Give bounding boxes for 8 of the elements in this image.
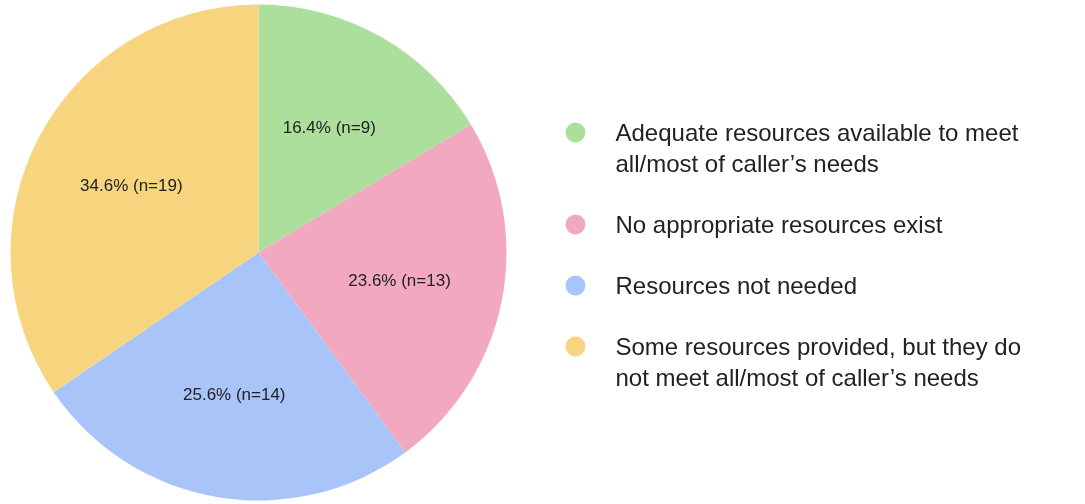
legend-label: Resources not needed bbox=[615, 272, 857, 299]
data-label: 34.6% (n=19) bbox=[80, 175, 183, 195]
legend-label: Adequate resources available to meet all/most of caller’s needs bbox=[615, 119, 1019, 177]
data-label: 16.4% (n=9) bbox=[282, 117, 376, 137]
data-label: 25.6% (n=14) bbox=[182, 384, 286, 404]
legend-label: Some resources provided, but they do not meet all/most of caller’s needs bbox=[615, 333, 1022, 391]
legend-label: No appropriate resources exist bbox=[615, 211, 943, 238]
data-label: 23.6% (n=13) bbox=[348, 271, 451, 291]
